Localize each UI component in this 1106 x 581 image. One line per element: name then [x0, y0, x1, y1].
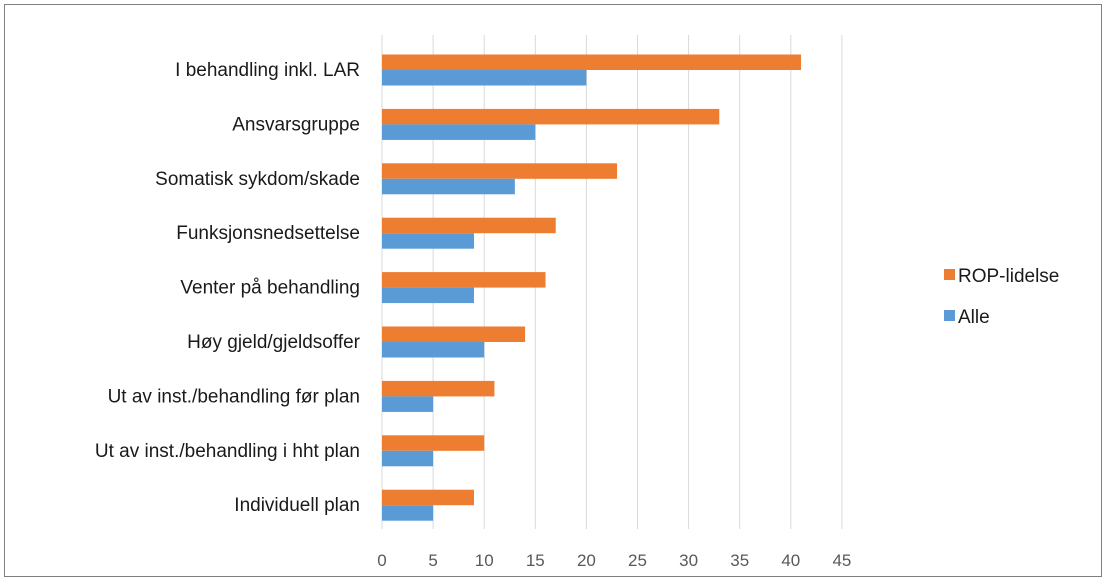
category-label: Ut av inst./behandling før plan [108, 386, 360, 407]
bar-alle-5 [382, 342, 485, 358]
x-tick-label: 40 [781, 551, 800, 570]
x-tick-label: 25 [628, 551, 647, 570]
category-label: Ut av inst./behandling i hht plan [95, 441, 360, 462]
chart-frame [4, 4, 1102, 577]
bar-alle-6 [382, 396, 434, 412]
x-tick-label: 45 [832, 551, 851, 570]
bar-rop-8 [382, 489, 474, 506]
bar-rop-3 [382, 217, 556, 234]
category-label: I behandling inkl. LAR [175, 60, 360, 81]
category-label: Individuell plan [234, 495, 360, 516]
category-label: Funksjonsnedsettelse [176, 223, 360, 244]
bar-rop-2 [382, 163, 618, 179]
x-tick-label: 0 [377, 551, 386, 570]
x-tick-label: 30 [679, 551, 698, 570]
bar-rop-1 [382, 108, 720, 125]
category-label: Venter på behandling [180, 278, 360, 299]
x-tick-label: 35 [730, 551, 749, 570]
legend-swatch-alle [944, 310, 955, 321]
bar-alle-1 [382, 124, 536, 140]
bar-rop-7 [382, 435, 485, 451]
bar-alle-4 [382, 287, 474, 304]
bar-alle-2 [382, 178, 515, 195]
category-label: Ansvarsgruppe [232, 114, 360, 135]
category-label: Høy gjeld/gjeldsoffer [187, 332, 361, 353]
x-tick-label: 15 [526, 551, 545, 570]
legend-label-alle: Alle [958, 307, 990, 328]
legend-swatch-rop [944, 269, 955, 280]
category-label: Somatisk sykdom/skade [155, 169, 360, 190]
bar-rop-4 [382, 272, 546, 288]
bar-rop-0 [382, 54, 802, 70]
bar-alle-7 [382, 450, 434, 467]
bar-alle-8 [382, 505, 434, 521]
x-tick-label: 20 [577, 551, 596, 570]
bar-alle-3 [382, 233, 474, 249]
x-tick-label: 5 [428, 551, 437, 570]
bar-rop-5 [382, 326, 526, 342]
legend-label-rop: ROP-lidelse [958, 266, 1059, 287]
bar-alle-0 [382, 70, 587, 86]
bar-rop-6 [382, 380, 495, 397]
x-tick-label: 10 [475, 551, 494, 570]
